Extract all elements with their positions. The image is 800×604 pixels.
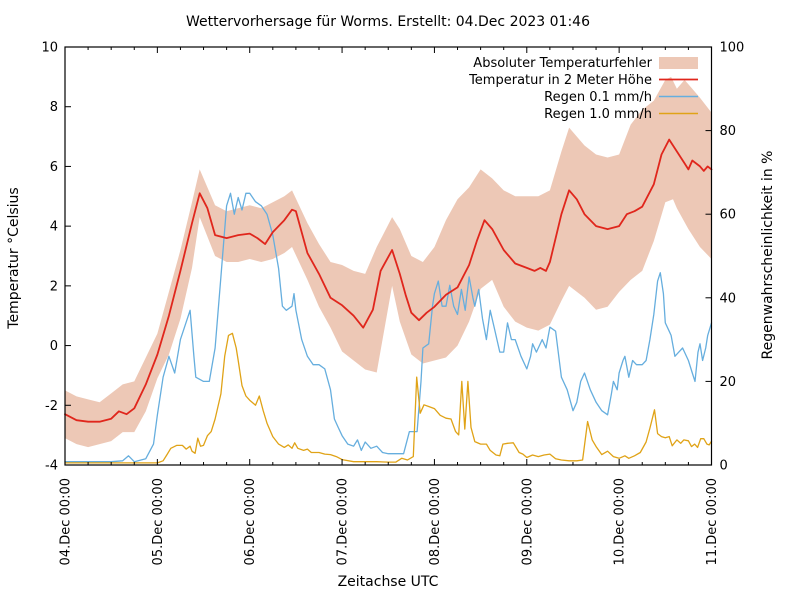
y-right-tick-label: 40	[720, 291, 737, 306]
y-left-tick-label: 10	[41, 41, 58, 56]
y-left-tick-label: -4	[45, 459, 58, 474]
y-right-tick-label: 100	[720, 41, 745, 56]
series-rain-10mmh-line	[64, 332, 713, 464]
x-tick-label: 11.Dec 00:00	[705, 478, 720, 565]
x-tick-label: 06.Dec 00:00	[243, 478, 258, 565]
y-left-axis-label: Temperatur °Celsius	[6, 187, 22, 329]
legend-label-rain-10: Regen 1.0 mm/h	[544, 107, 652, 122]
plot-area: 04.Dec 00:00 05.Dec 00:00 06.Dec 00:00 07.D…	[41, 41, 744, 566]
series-temperature-error-band	[65, 76, 712, 448]
legend-label-temperature-2m: Temperatur in 2 Meter Höhe	[468, 73, 652, 88]
series-rain-01mmh-line	[64, 192, 713, 463]
y-right-axis-label: Regenwahrscheinlichkeit in %	[760, 151, 776, 360]
x-tick-label: 09.Dec 00:00	[520, 478, 535, 565]
y-right-tick-label: 20	[720, 375, 737, 390]
x-tick-label: 05.Dec 00:00	[151, 478, 166, 565]
legend-label-temperature-error: Absoluter Temperaturfehler	[473, 56, 652, 71]
legend-label-rain-01: Regen 0.1 mm/h	[544, 90, 652, 105]
y-left-tick-label: -2	[45, 399, 58, 414]
x-tick-label: 08.Dec 00:00	[428, 478, 443, 565]
y-left-tick-label: 8	[50, 100, 58, 115]
x-axis-label: Zeitachse UTC	[338, 574, 439, 590]
chart-title: Wettervorhersage für Worms. Erstellt: 04…	[186, 14, 590, 30]
x-tick-label: 07.Dec 00:00	[336, 478, 351, 565]
legend-swatch-temperature-error-band	[659, 57, 698, 69]
y-right-tick-label: 0	[720, 459, 728, 474]
y-right-tick-label: 80	[720, 124, 737, 139]
y-left-tick-label: 0	[50, 339, 58, 354]
y-right-tick-label: 60	[720, 208, 737, 223]
y-left-tick-label: 6	[50, 160, 58, 175]
y-left-tick-label: 2	[50, 279, 58, 294]
x-tick-label: 04.Dec 00:00	[59, 478, 74, 565]
series-temperature-2m-line	[64, 138, 713, 423]
x-tick-label: 10.Dec 00:00	[613, 478, 628, 565]
legend: Absoluter Temperaturfehler Temperatur in…	[468, 56, 698, 122]
y-left-tick-label: 4	[50, 220, 58, 235]
